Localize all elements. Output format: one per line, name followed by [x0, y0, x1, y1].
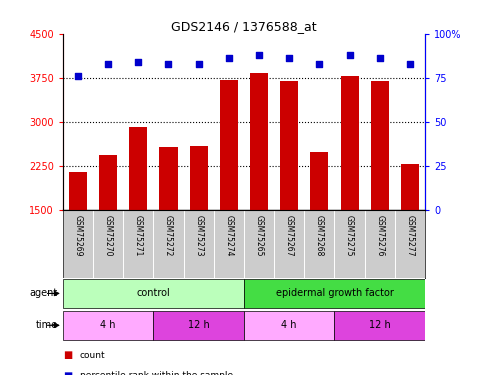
Bar: [63, 311, 154, 340]
Text: GSM75267: GSM75267: [284, 215, 294, 257]
Point: [346, 52, 354, 58]
Text: agent: agent: [30, 288, 58, 298]
Text: 4 h: 4 h: [100, 320, 116, 330]
Text: 12 h: 12 h: [369, 320, 391, 330]
Point: [315, 61, 323, 67]
Text: GSM75271: GSM75271: [134, 215, 143, 257]
Bar: [69, 172, 87, 210]
Bar: [244, 311, 334, 340]
Point: [376, 56, 384, 62]
Bar: [154, 311, 244, 340]
Bar: [244, 279, 425, 308]
Bar: [280, 81, 298, 210]
Text: ■: ■: [63, 371, 72, 375]
Bar: [159, 147, 178, 210]
Text: GSM75269: GSM75269: [73, 215, 83, 257]
Text: ■: ■: [63, 350, 72, 360]
Point: [104, 61, 112, 67]
Text: GSM75268: GSM75268: [315, 215, 324, 257]
Text: epidermal growth factor: epidermal growth factor: [275, 288, 394, 298]
Bar: [99, 155, 117, 210]
Text: count: count: [80, 351, 105, 360]
Bar: [129, 127, 147, 210]
Text: GSM75273: GSM75273: [194, 215, 203, 257]
Text: 4 h: 4 h: [282, 320, 297, 330]
Text: GSM75265: GSM75265: [255, 215, 264, 257]
Bar: [63, 279, 244, 308]
Text: GSM75276: GSM75276: [375, 215, 384, 257]
Point: [255, 52, 263, 58]
Text: GSM75270: GSM75270: [103, 215, 113, 257]
Text: GSM75275: GSM75275: [345, 215, 354, 257]
Point: [225, 56, 233, 62]
Bar: [220, 80, 238, 210]
Title: GDS2146 / 1376588_at: GDS2146 / 1376588_at: [171, 20, 317, 33]
Bar: [371, 81, 389, 210]
Text: time: time: [36, 320, 58, 330]
Bar: [335, 311, 425, 340]
Bar: [401, 164, 419, 210]
Text: GSM75277: GSM75277: [405, 215, 414, 257]
Text: GSM75274: GSM75274: [224, 215, 233, 257]
Point: [74, 73, 82, 79]
Bar: [250, 73, 268, 210]
Text: 12 h: 12 h: [188, 320, 210, 330]
Text: percentile rank within the sample: percentile rank within the sample: [80, 371, 233, 375]
Point: [285, 56, 293, 62]
Bar: [341, 76, 358, 210]
Bar: [189, 146, 208, 210]
Bar: [311, 152, 328, 210]
Point: [195, 61, 202, 67]
Point: [406, 61, 414, 67]
Point: [165, 61, 172, 67]
Text: control: control: [137, 288, 170, 298]
Text: GSM75272: GSM75272: [164, 215, 173, 257]
Point: [134, 59, 142, 65]
